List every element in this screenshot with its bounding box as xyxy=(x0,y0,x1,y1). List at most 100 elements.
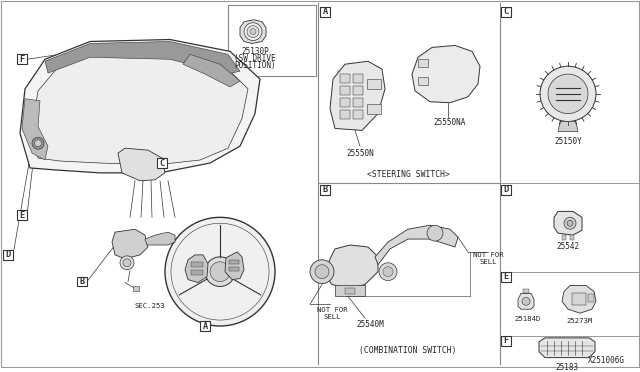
Bar xyxy=(353,98,363,107)
Polygon shape xyxy=(330,61,385,131)
Bar xyxy=(200,321,210,331)
Circle shape xyxy=(522,297,530,305)
Polygon shape xyxy=(22,99,48,160)
Bar xyxy=(340,110,350,119)
Polygon shape xyxy=(145,232,175,245)
Bar xyxy=(572,294,586,305)
Text: 25130P: 25130P xyxy=(241,47,269,56)
Bar xyxy=(353,110,363,119)
Bar xyxy=(588,294,594,302)
Bar xyxy=(191,270,203,275)
Text: SELL: SELL xyxy=(479,259,497,265)
Polygon shape xyxy=(20,39,260,173)
Circle shape xyxy=(315,265,329,279)
Circle shape xyxy=(120,256,134,270)
Bar xyxy=(418,59,428,67)
Polygon shape xyxy=(112,229,148,259)
Bar xyxy=(77,277,87,286)
Bar xyxy=(418,77,428,85)
Bar xyxy=(340,98,350,107)
Bar xyxy=(523,289,529,294)
Text: POSITION): POSITION) xyxy=(234,61,276,70)
Circle shape xyxy=(205,257,235,286)
Circle shape xyxy=(247,26,259,38)
Text: D: D xyxy=(5,250,11,259)
Bar xyxy=(320,7,330,17)
Text: A: A xyxy=(323,7,328,16)
Circle shape xyxy=(165,217,275,326)
Text: X251006G: X251006G xyxy=(588,356,625,365)
Polygon shape xyxy=(325,245,378,288)
Bar xyxy=(353,86,363,95)
Bar xyxy=(108,71,166,101)
Polygon shape xyxy=(118,148,165,181)
Text: 25550NA: 25550NA xyxy=(434,118,466,127)
Bar xyxy=(501,7,511,17)
Circle shape xyxy=(310,260,334,283)
Circle shape xyxy=(540,66,596,122)
Text: F: F xyxy=(504,336,509,345)
Text: 25150Y: 25150Y xyxy=(554,137,582,146)
Text: C: C xyxy=(504,7,509,16)
Text: (COMBINATION SWITCH): (COMBINATION SWITCH) xyxy=(359,346,457,355)
Circle shape xyxy=(32,137,44,149)
Text: C: C xyxy=(159,158,164,167)
Text: 25273M: 25273M xyxy=(567,318,593,324)
Bar xyxy=(353,74,363,83)
Circle shape xyxy=(210,262,230,282)
Bar xyxy=(192,304,218,308)
Bar xyxy=(501,336,511,346)
Polygon shape xyxy=(183,54,240,87)
Bar xyxy=(3,250,13,260)
Text: SELL: SELL xyxy=(323,314,340,320)
Circle shape xyxy=(564,217,576,229)
Circle shape xyxy=(427,225,443,241)
Text: SEC.253: SEC.253 xyxy=(134,303,165,309)
Bar xyxy=(17,211,27,220)
Bar xyxy=(228,5,316,76)
Circle shape xyxy=(567,220,573,226)
Polygon shape xyxy=(412,45,480,103)
Text: E: E xyxy=(19,211,24,220)
Bar xyxy=(229,267,239,271)
Text: E: E xyxy=(504,272,509,281)
Circle shape xyxy=(123,259,131,267)
Bar xyxy=(367,79,381,89)
Bar xyxy=(191,262,203,267)
Circle shape xyxy=(379,263,397,280)
Bar xyxy=(340,74,350,83)
Circle shape xyxy=(244,23,262,41)
Polygon shape xyxy=(518,294,534,309)
Text: 25540M: 25540M xyxy=(356,320,384,328)
Polygon shape xyxy=(185,255,208,283)
Circle shape xyxy=(548,74,588,113)
Bar xyxy=(111,74,163,98)
Circle shape xyxy=(383,267,393,277)
Text: B: B xyxy=(323,185,328,194)
Text: D: D xyxy=(504,185,509,194)
Polygon shape xyxy=(539,338,595,357)
Text: NOT FOR: NOT FOR xyxy=(473,252,503,258)
Text: NOT FOR: NOT FOR xyxy=(317,307,348,313)
Text: B: B xyxy=(79,277,84,286)
Bar xyxy=(320,185,330,195)
Bar xyxy=(562,235,566,240)
Polygon shape xyxy=(375,225,458,265)
Polygon shape xyxy=(554,211,582,235)
Polygon shape xyxy=(240,20,266,44)
Text: (SW DRIVE: (SW DRIVE xyxy=(234,54,276,63)
Text: <STEERING SWITCH>: <STEERING SWITCH> xyxy=(367,170,449,179)
Text: 25183: 25183 xyxy=(556,363,579,372)
Text: 25542: 25542 xyxy=(556,243,580,251)
Bar xyxy=(17,54,27,64)
Bar xyxy=(501,272,511,282)
Bar xyxy=(367,104,381,113)
Polygon shape xyxy=(558,122,578,131)
Circle shape xyxy=(35,140,42,147)
Polygon shape xyxy=(45,42,240,74)
Bar xyxy=(133,286,139,291)
Bar xyxy=(157,158,167,168)
Polygon shape xyxy=(562,285,596,313)
Circle shape xyxy=(250,29,256,35)
Bar xyxy=(229,260,239,264)
